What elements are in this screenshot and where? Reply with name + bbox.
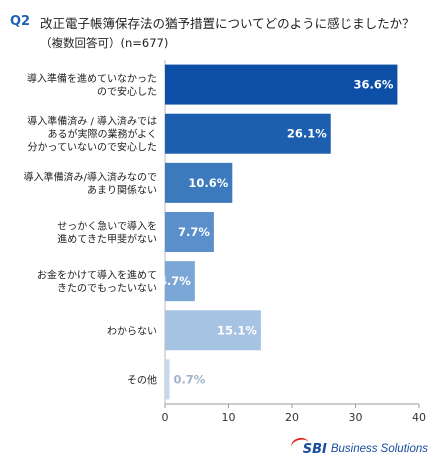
bar-value-label: 4.7% bbox=[159, 274, 191, 288]
category-label: きたのでもったいない bbox=[57, 283, 157, 295]
question-meta: （複数回答可）(n=677) bbox=[40, 36, 169, 50]
bar-value-label: 7.7% bbox=[178, 225, 210, 239]
bar bbox=[165, 359, 170, 400]
x-tick-label: 40 bbox=[412, 411, 426, 424]
logo-text: Business Solutions bbox=[330, 443, 428, 455]
question-text: 改正電子帳簿保存法の猶予措置についてどのように感じましたか？ （複数回答可）(n=… bbox=[40, 14, 432, 53]
category-label: わからない bbox=[107, 325, 157, 337]
category-label: あまり関係ない bbox=[87, 184, 157, 196]
bar bbox=[165, 64, 398, 105]
category-label: その他 bbox=[127, 373, 157, 386]
bar-value-label: 36.6% bbox=[354, 78, 394, 92]
question-body: 改正電子帳簿保存法の猶予措置についてどのように感じましたか？ bbox=[40, 16, 415, 31]
bar bbox=[165, 162, 233, 203]
category-label: せっかく急いで導入を bbox=[57, 220, 157, 233]
category-label: 導入準備済み / 導入済みでは bbox=[27, 115, 157, 128]
category-label: あるが実際の業務がよく bbox=[48, 128, 158, 141]
category-label: ので安心した bbox=[97, 85, 157, 98]
bar-value-label: 15.1% bbox=[217, 323, 257, 337]
category-label: 導入準備済み/導入済みなので bbox=[24, 170, 157, 183]
bar bbox=[165, 310, 261, 351]
bar bbox=[165, 212, 214, 252]
bar bbox=[165, 113, 331, 154]
category-label: 進めてきた甲斐がない bbox=[57, 233, 157, 246]
category-label: 導入準備を進めていなかった bbox=[27, 72, 157, 85]
category-label: お金をかけて導入を進めて bbox=[37, 269, 157, 282]
x-tick-label: 10 bbox=[222, 411, 236, 424]
x-tick-label: 30 bbox=[349, 411, 363, 424]
company-logo: SBI Business Solutions bbox=[289, 435, 428, 459]
bar-value-label: 10.6% bbox=[188, 176, 228, 190]
x-tick-label: 20 bbox=[285, 411, 299, 424]
category-label: 分かっていないので安心した bbox=[28, 141, 158, 154]
bar bbox=[165, 261, 195, 302]
bar-value-label: 0.7% bbox=[173, 372, 205, 386]
bar-value-label: 26.1% bbox=[287, 127, 327, 141]
logo-mark: SBI bbox=[302, 441, 327, 457]
x-tick-label: 0 bbox=[162, 411, 169, 424]
question-number: Q2 bbox=[10, 14, 31, 29]
